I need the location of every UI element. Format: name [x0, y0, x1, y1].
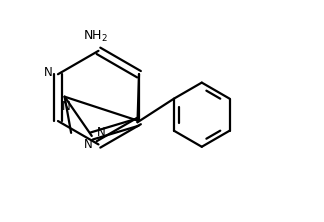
Text: N: N	[97, 126, 105, 139]
Text: N: N	[43, 66, 52, 79]
Text: NH$_2$: NH$_2$	[83, 29, 108, 44]
Text: N: N	[62, 100, 70, 113]
Text: N: N	[84, 138, 93, 151]
